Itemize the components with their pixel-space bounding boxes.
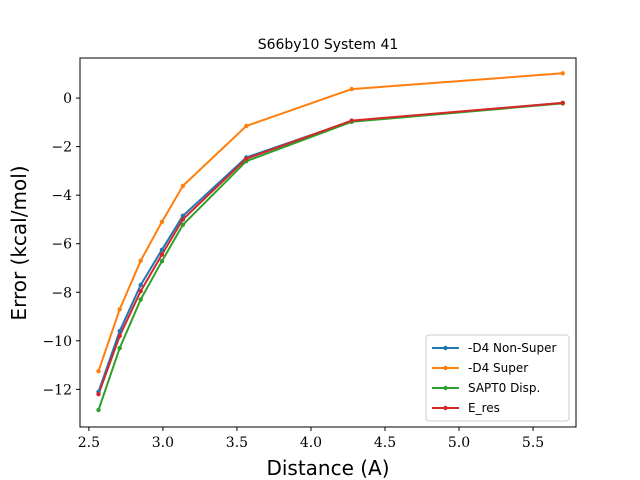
legend-marker — [443, 385, 448, 391]
data-point — [138, 297, 143, 302]
data-point — [117, 333, 122, 339]
data-point — [138, 258, 143, 263]
legend-label: E_res — [468, 401, 500, 415]
data-point — [159, 219, 165, 225]
data-point — [96, 407, 101, 413]
data-point — [96, 392, 101, 397]
data-point — [138, 288, 143, 294]
y-tick-label: −2 — [51, 140, 72, 156]
y-axis-label: Error (kcal/mol) — [7, 165, 31, 320]
legend-label: -D4 Non-Super — [468, 341, 556, 355]
data-point — [180, 213, 186, 218]
plot-lines — [97, 72, 563, 411]
x-tick-label: 5.5 — [522, 435, 544, 451]
data-point — [180, 183, 186, 189]
data-point — [117, 345, 122, 351]
data-point — [560, 71, 565, 76]
legend-box — [425, 334, 570, 422]
plot-markers — [96, 71, 565, 413]
y-tick-label: 0 — [63, 91, 72, 107]
x-axis-ticks: 2.5 3.0 3.5 4.0 4.5 5.0 5.5 — [78, 427, 544, 451]
data-point — [159, 252, 165, 257]
data-point — [180, 217, 186, 222]
data-point — [138, 282, 143, 288]
data-point — [349, 86, 354, 92]
y-tick-label: −10 — [42, 334, 72, 350]
legend-label: SAPT0 Disp. — [468, 381, 540, 395]
x-tick-label: 3.0 — [152, 435, 174, 451]
x-tick-label: 4.0 — [300, 435, 322, 451]
data-point — [117, 307, 122, 312]
series-line-2 — [97, 102, 563, 411]
data-point — [117, 328, 122, 334]
y-tick-label: −4 — [51, 188, 72, 204]
series-line-1 — [97, 72, 563, 372]
data-point — [159, 247, 165, 252]
data-point — [180, 222, 186, 227]
legend-marker — [443, 405, 448, 411]
legend-marker — [443, 345, 448, 351]
data-point — [244, 123, 249, 129]
x-axis-label: Distance (A) — [266, 456, 389, 480]
data-point — [349, 118, 354, 123]
data-point — [560, 100, 565, 106]
x-tick-label: 2.5 — [78, 435, 100, 451]
chart-title: S66by10 System 41 — [258, 37, 399, 53]
series-line-3 — [97, 101, 563, 395]
data-point — [96, 369, 101, 374]
data-point — [159, 259, 165, 264]
x-tick-label: 3.5 — [226, 435, 248, 451]
legend-label: -D4 Super — [468, 361, 528, 375]
legend: -D4 Non-Super -D4 Super SAPT0 Disp. E_res — [425, 334, 570, 422]
x-tick-label: 5.0 — [448, 435, 470, 451]
y-axis-ticks: 0 −2 −4 −6 −8 −10 −12 — [42, 91, 80, 398]
y-tick-label: −6 — [51, 237, 72, 253]
data-point — [244, 156, 249, 161]
plot-frame — [79, 57, 577, 428]
y-tick-label: −8 — [51, 285, 72, 301]
y-tick-label: −12 — [42, 382, 72, 398]
legend-marker — [443, 365, 448, 371]
x-tick-label: 4.5 — [374, 435, 396, 451]
